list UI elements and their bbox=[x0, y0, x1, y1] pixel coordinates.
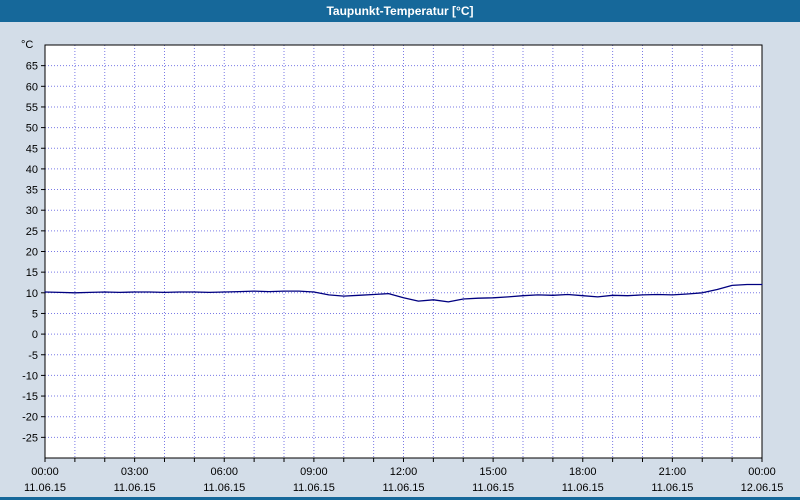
x-tick-date-label: 11.06.15 bbox=[472, 482, 514, 494]
x-tick-date-label: 12.06.15 bbox=[741, 482, 784, 494]
y-tick-label: 50 bbox=[26, 123, 38, 135]
x-tick-date-label: 11.06.15 bbox=[203, 482, 245, 494]
temperature-line bbox=[44, 283, 763, 303]
x-tick-time-label: 03:00 bbox=[121, 466, 149, 478]
y-tick-label: 15 bbox=[26, 267, 38, 279]
window-title-bar: Taupunkt-Temperatur [°C] bbox=[0, 0, 800, 22]
y-tick-label: -25 bbox=[22, 432, 38, 444]
x-tick-time-label: 15:00 bbox=[479, 466, 507, 478]
y-tick-label: -10 bbox=[22, 370, 38, 382]
x-tick-time-label: 00:00 bbox=[31, 466, 59, 478]
y-tick-label: 10 bbox=[26, 288, 38, 300]
y-tick-label: -5 bbox=[28, 350, 38, 362]
y-tick-label: 5 bbox=[32, 308, 38, 320]
x-tick-date-label: 11.06.15 bbox=[382, 482, 424, 494]
y-tick-label: -20 bbox=[22, 412, 38, 424]
y-tick-label: 0 bbox=[32, 329, 38, 341]
y-tick-label: 30 bbox=[26, 205, 38, 217]
x-tick-date-label: 11.06.15 bbox=[114, 482, 156, 494]
y-tick-label: 35 bbox=[26, 185, 38, 197]
y-tick-label: 25 bbox=[26, 226, 38, 238]
y-tick-label: 55 bbox=[26, 102, 38, 114]
y-tick-label: 60 bbox=[26, 81, 38, 93]
x-tick-date-label: 11.06.15 bbox=[651, 482, 693, 494]
x-tick-time-label: 09:00 bbox=[300, 466, 328, 478]
window-bottom-border bbox=[0, 497, 800, 500]
x-tick-time-label: 18:00 bbox=[569, 466, 597, 478]
y-tick-label: 40 bbox=[26, 164, 38, 176]
y-tick-label: 65 bbox=[26, 61, 38, 73]
chart-area: °C 65 60 55 50 45 40 35 30 25 20 15 10 5 0 -5 -10 -15 -20-… bbox=[0, 22, 800, 497]
y-tick-label: 20 bbox=[26, 247, 38, 259]
y-axis-unit-label: °C bbox=[21, 39, 33, 51]
x-tick-date-label: 11.06.15 bbox=[562, 482, 604, 494]
window-title: Taupunkt-Temperatur [°C] bbox=[326, 4, 474, 18]
x-tick-time-label: 00:00 bbox=[748, 466, 776, 478]
dew-point-temperature-chart: °C65605550454035302520151050-5-10-15-20-… bbox=[21, 39, 784, 494]
y-tick-label: 45 bbox=[26, 143, 38, 155]
x-tick-time-label: 06:00 bbox=[210, 466, 238, 478]
x-tick-time-label: 21:00 bbox=[659, 466, 687, 478]
x-tick-date-label: 11.06.15 bbox=[24, 482, 66, 494]
x-tick-date-label: 11.06.15 bbox=[293, 482, 335, 494]
y-tick-label: -15 bbox=[22, 391, 38, 403]
x-tick-time-label: 12:00 bbox=[390, 466, 418, 478]
